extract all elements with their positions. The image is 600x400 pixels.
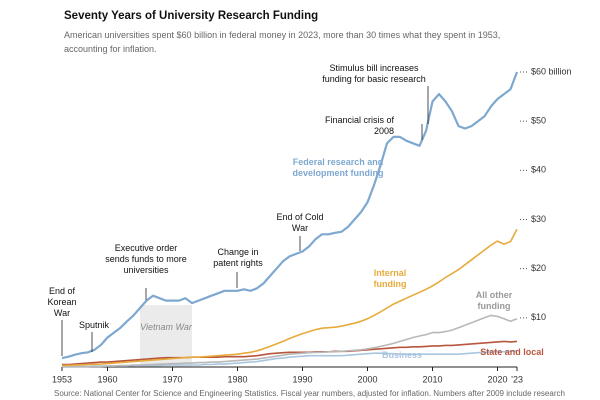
source-note: Source: National Center for Science and … xyxy=(54,389,565,398)
series-line xyxy=(61,71,519,360)
annotation: End of Korean War xyxy=(47,286,77,318)
series-line xyxy=(62,350,518,368)
y-tick-label: $40 xyxy=(531,165,546,175)
x-tick-label: 2010 xyxy=(422,374,442,384)
annotation: End of Cold War xyxy=(276,212,324,233)
y-tick-label: $30 xyxy=(531,214,546,224)
annotation: Stimulus bill increases funding for basi… xyxy=(322,63,426,84)
series-label: State and local xyxy=(480,347,544,357)
chart-title: Seventy Years of University Research Fun… xyxy=(64,10,319,22)
series-line xyxy=(62,340,518,366)
series-line xyxy=(61,228,518,367)
y-tick-label: $60 billion xyxy=(531,66,572,76)
x-tick-label: 1980 xyxy=(227,374,247,384)
x-tick-label: 1970 xyxy=(162,374,182,384)
series-label: All other funding xyxy=(475,290,513,311)
annotation: Sputnik xyxy=(78,320,110,330)
y-tick-label: $20 xyxy=(531,263,546,273)
chart-subtitle: American universities spent $60 billion … xyxy=(64,30,501,54)
x-tick-label: ’23 xyxy=(511,374,523,384)
x-tick-label: 2020 xyxy=(487,374,507,384)
annotation: Executive order sends funds to more univ… xyxy=(105,243,187,275)
series-label: Internal funding xyxy=(373,268,407,289)
series-label: Business xyxy=(381,350,423,360)
x-tick-label: 1990 xyxy=(292,374,312,384)
shaded-span xyxy=(140,305,192,367)
x-tick-label: 1953 xyxy=(52,374,72,384)
x-tick-label: 1960 xyxy=(97,374,117,384)
annotation: Financial crisis of 2008 xyxy=(324,115,394,136)
y-tick-label: $10 xyxy=(531,312,546,322)
y-tick-label: $50 xyxy=(531,116,546,126)
series-line xyxy=(62,314,518,368)
span-label: Vietnam War xyxy=(140,322,192,332)
series-label: Federal research and development funding xyxy=(292,157,384,178)
x-tick-label: 2000 xyxy=(357,374,377,384)
annotation: Change in patent rights xyxy=(213,247,263,268)
